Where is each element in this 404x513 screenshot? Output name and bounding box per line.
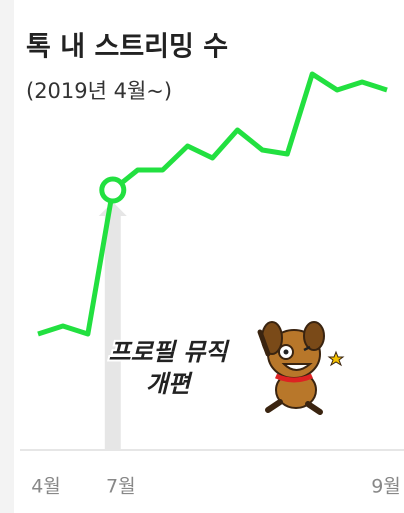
line: [37, 71, 388, 337]
chart-title: 톡 내 스트리밍 수: [26, 32, 228, 63]
x-tick-label: 9월: [371, 476, 401, 498]
highlight-arrow-shaft: [104, 210, 121, 450]
highlight-arrow-head: [98, 202, 127, 216]
x-tick-label: 7월: [106, 476, 136, 498]
annotation: 개편: [146, 370, 193, 398]
x-tick-label: 4월: [31, 476, 61, 498]
chart-subtitle: (2019년 4월~): [26, 79, 172, 103]
highlight-point: [99, 176, 127, 204]
character-illustration: [257, 321, 345, 415]
annotation: 프로필 뮤직: [109, 338, 231, 366]
side-strip: [0, 0, 14, 513]
